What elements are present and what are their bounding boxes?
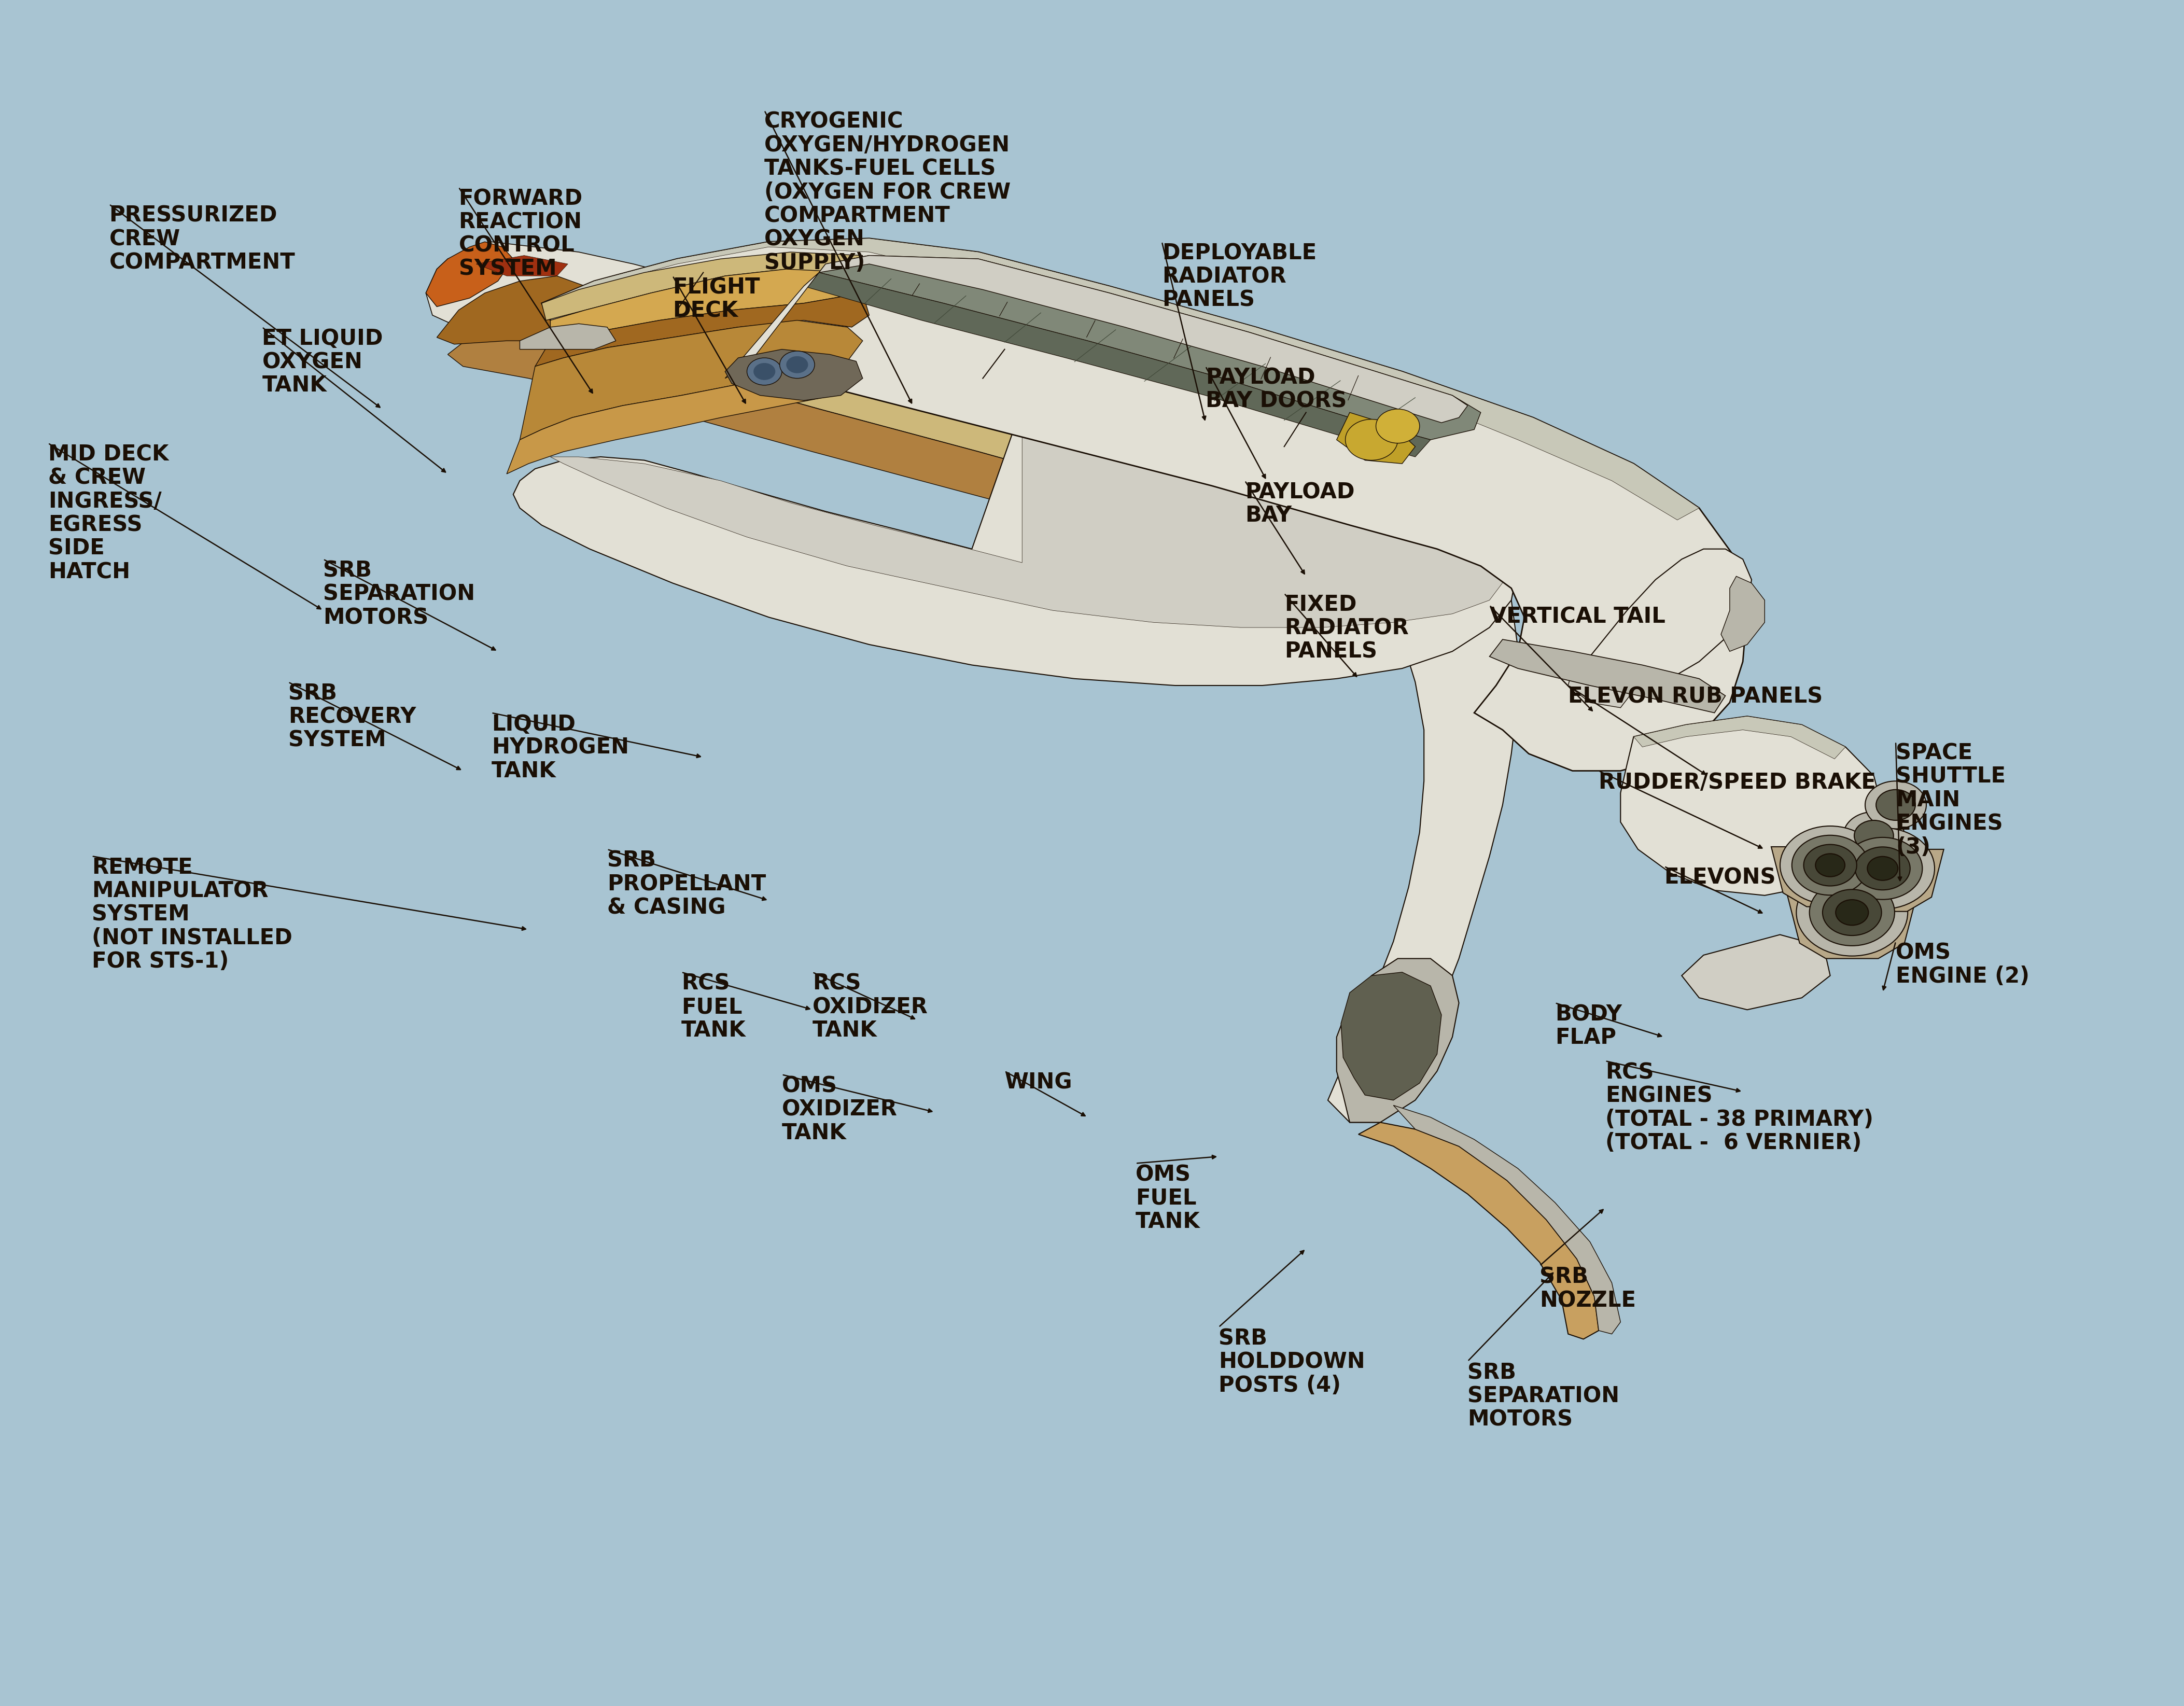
Polygon shape [1568, 669, 1634, 708]
Polygon shape [1341, 972, 1441, 1100]
Text: RCS
OXIDIZER
TANK: RCS OXIDIZER TANK [812, 972, 928, 1041]
Polygon shape [1590, 549, 1752, 691]
Text: SRB
PROPELLANT
& CASING: SRB PROPELLANT & CASING [607, 850, 767, 918]
Polygon shape [507, 304, 1489, 577]
Circle shape [1791, 836, 1870, 896]
Circle shape [1795, 870, 1907, 955]
Polygon shape [507, 293, 673, 358]
Text: MID DECK
& CREW
INGRESS/
EGRESS
SIDE
HATCH: MID DECK & CREW INGRESS/ EGRESS SIDE HAT… [48, 444, 168, 583]
Polygon shape [550, 270, 863, 341]
Circle shape [1854, 821, 1894, 851]
Text: ET LIQUID
OXYGEN
TANK: ET LIQUID OXYGEN TANK [262, 328, 382, 396]
Polygon shape [550, 406, 1511, 628]
Polygon shape [1358, 1123, 1599, 1339]
Text: OMS
OXIDIZER
TANK: OMS OXIDIZER TANK [782, 1075, 898, 1143]
Polygon shape [1489, 640, 1725, 713]
Text: PAYLOAD
BAY DOORS: PAYLOAD BAY DOORS [1206, 367, 1348, 413]
Polygon shape [1721, 577, 1765, 652]
Text: FLIGHT
DECK: FLIGHT DECK [673, 276, 760, 322]
Polygon shape [819, 256, 1468, 423]
Text: PRESSURIZED
CREW
COMPARTMENT: PRESSURIZED CREW COMPARTMENT [109, 205, 295, 273]
Polygon shape [819, 256, 1481, 440]
Text: SPACE
SHUTTLE
MAIN
ENGINES
(3): SPACE SHUTTLE MAIN ENGINES (3) [1896, 742, 2005, 858]
Text: FORWARD
REACTION
CONTROL
SYSTEM: FORWARD REACTION CONTROL SYSTEM [459, 188, 583, 280]
Polygon shape [1787, 892, 1918, 959]
Text: FIXED
RADIATOR
PANELS: FIXED RADIATOR PANELS [1284, 594, 1409, 662]
Text: SRB
NOZZLE: SRB NOZZLE [1540, 1266, 1636, 1312]
Circle shape [1345, 420, 1398, 461]
Polygon shape [1634, 717, 1845, 759]
Polygon shape [542, 239, 1747, 771]
Polygon shape [507, 362, 856, 474]
Text: RCS
ENGINES
(TOTAL - 38 PRIMARY)
(TOTAL -  6 VERNIER): RCS ENGINES (TOTAL - 38 PRIMARY) (TOTAL … [1605, 1061, 1874, 1153]
Text: SRB
SEPARATION
MOTORS: SRB SEPARATION MOTORS [1468, 1361, 1621, 1430]
Circle shape [1815, 855, 1845, 877]
Polygon shape [1771, 848, 1889, 908]
Circle shape [1843, 812, 1904, 860]
Text: CRYOGENIC
OXYGEN/HYDROGEN
TANKS-FUEL CELLS
(OXYGEN FOR CREW
COMPARTMENT
OXYGEN
S: CRYOGENIC OXYGEN/HYDROGEN TANKS-FUEL CEL… [764, 111, 1011, 273]
Polygon shape [1393, 1105, 1621, 1334]
Text: SRB
RECOVERY
SYSTEM: SRB RECOVERY SYSTEM [288, 682, 415, 751]
Polygon shape [725, 350, 863, 401]
Polygon shape [476, 256, 568, 276]
Text: ELEVONS: ELEVONS [1664, 867, 1776, 889]
Circle shape [786, 357, 808, 374]
Polygon shape [1821, 850, 1944, 911]
Text: SRB
HOLDDOWN
POSTS (4): SRB HOLDDOWN POSTS (4) [1219, 1327, 1365, 1396]
Text: BODY
FLAP: BODY FLAP [1555, 1003, 1623, 1049]
Circle shape [1854, 848, 1911, 891]
Polygon shape [1682, 935, 1830, 1010]
Polygon shape [507, 304, 1518, 1123]
Polygon shape [542, 239, 1699, 520]
Text: VERTICAL TAIL: VERTICAL TAIL [1489, 606, 1664, 628]
Text: ELEVON RUB PANELS: ELEVON RUB PANELS [1568, 686, 1824, 708]
Polygon shape [520, 321, 863, 440]
Text: OMS
FUEL
TANK: OMS FUEL TANK [1136, 1163, 1201, 1232]
Circle shape [1865, 781, 1926, 829]
Polygon shape [513, 406, 1518, 686]
Circle shape [1376, 409, 1420, 444]
Polygon shape [426, 242, 1481, 583]
Polygon shape [470, 287, 1468, 583]
Text: SRB
SEPARATION
MOTORS: SRB SEPARATION MOTORS [323, 560, 476, 628]
Polygon shape [437, 276, 607, 345]
Text: PAYLOAD
BAY: PAYLOAD BAY [1245, 481, 1354, 527]
Circle shape [1808, 880, 1894, 945]
Text: REMOTE
MANIPULATOR
SYSTEM
(NOT INSTALLED
FOR STS-1): REMOTE MANIPULATOR SYSTEM (NOT INSTALLED… [92, 856, 293, 972]
Circle shape [780, 351, 815, 379]
Polygon shape [448, 338, 1393, 601]
Text: RUDDER/SPEED BRAKE: RUDDER/SPEED BRAKE [1599, 771, 1876, 793]
Polygon shape [520, 324, 616, 350]
Circle shape [1780, 826, 1880, 904]
Circle shape [1876, 790, 1915, 821]
Circle shape [1830, 827, 1935, 909]
Text: DEPLOYABLE
RADIATOR
PANELS: DEPLOYABLE RADIATOR PANELS [1162, 242, 1317, 310]
Circle shape [1843, 838, 1922, 899]
Circle shape [753, 363, 775, 380]
Polygon shape [660, 321, 797, 350]
Text: RCS
FUEL
TANK: RCS FUEL TANK [681, 972, 747, 1041]
Text: WING: WING [1005, 1071, 1072, 1094]
Circle shape [1835, 901, 1867, 925]
Text: OMS
ENGINE (2): OMS ENGINE (2) [1896, 942, 2029, 988]
Polygon shape [1621, 717, 1883, 896]
Polygon shape [535, 293, 869, 367]
Polygon shape [725, 273, 819, 379]
Polygon shape [1337, 959, 1459, 1123]
Circle shape [1804, 844, 1856, 885]
Circle shape [1821, 891, 1880, 935]
Circle shape [1867, 856, 1898, 880]
Polygon shape [542, 252, 863, 321]
Polygon shape [426, 242, 513, 307]
Text: LIQUID
HYDROGEN
TANK: LIQUID HYDROGEN TANK [491, 713, 629, 781]
Circle shape [747, 358, 782, 386]
Polygon shape [804, 273, 1431, 457]
Polygon shape [1337, 413, 1415, 464]
